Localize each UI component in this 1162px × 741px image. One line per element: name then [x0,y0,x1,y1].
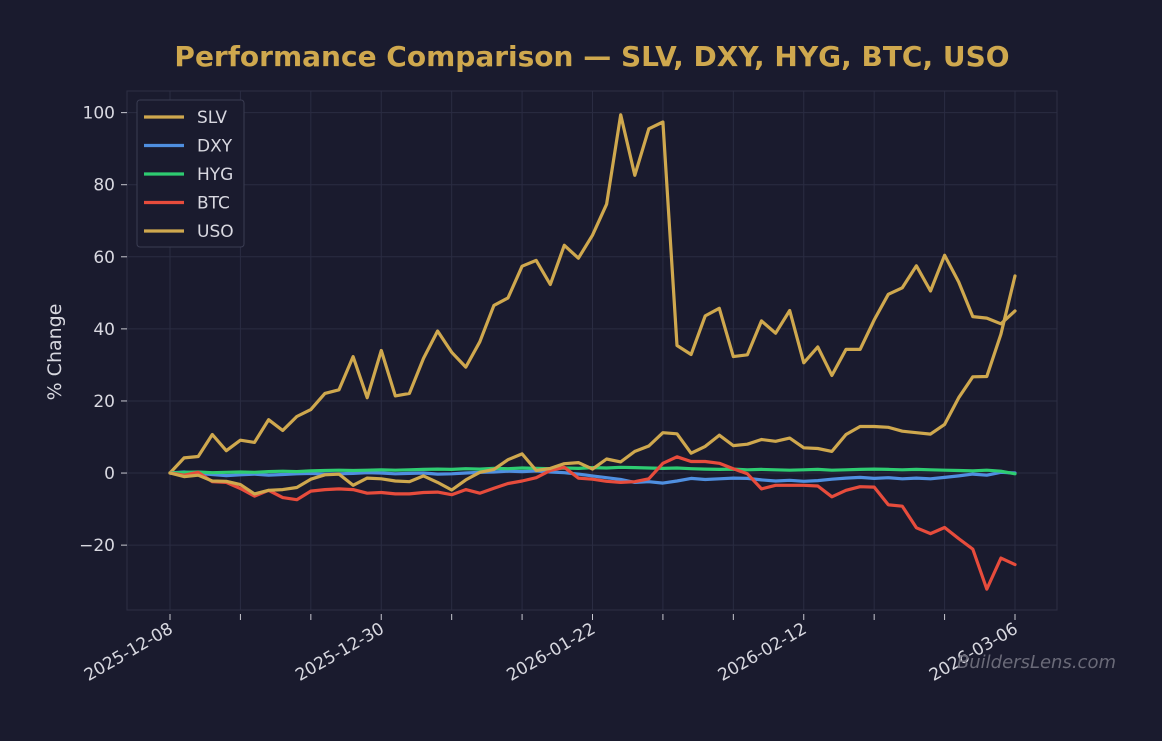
series-lines [168,113,1017,591]
legend-label-hyg: HYG [197,165,233,185]
y-tick-label: 80 [93,176,115,196]
x-tick-label: 2025-12-30 [292,619,388,686]
chart-title: Performance Comparison — SLV, DXY, HYG, … [174,40,1009,73]
y-axis-label: % Change [44,304,66,401]
x-axis: 2025-12-08 2025-12-30 2026-01-22 2026-02-12… [81,614,1022,686]
legend-label-uso: USO [197,222,234,242]
y-tick-label: 40 [93,320,115,340]
watermark: BuildersLens.com [957,652,1116,673]
legend-label-dxy: DXY [197,137,233,157]
x-tick-label: 2026-02-12 [715,619,811,686]
x-tick-label: 2026-01-22 [503,619,599,686]
series-line-slv [168,113,1017,475]
legend-box [136,99,245,248]
legend: SLV DXY HYG BTC USO [136,99,245,248]
y-tick-label: 100 [83,104,115,124]
series-line-dxy [168,469,1017,485]
y-tick-label: 60 [93,248,115,268]
y-tick-label: −20 [79,536,115,556]
y-tick-label: 20 [93,392,115,412]
legend-label-btc: BTC [197,194,230,214]
plot-frame [126,90,1058,611]
y-tick-label: 0 [104,464,115,484]
grid [127,91,1057,610]
series-line-btc [168,455,1017,591]
x-tick-label: 2025-12-08 [81,619,177,686]
legend-label-slv: SLV [197,108,227,128]
series-line-uso [168,274,1017,496]
y-axis: −20 0 20 40 60 80 100 [79,104,127,556]
